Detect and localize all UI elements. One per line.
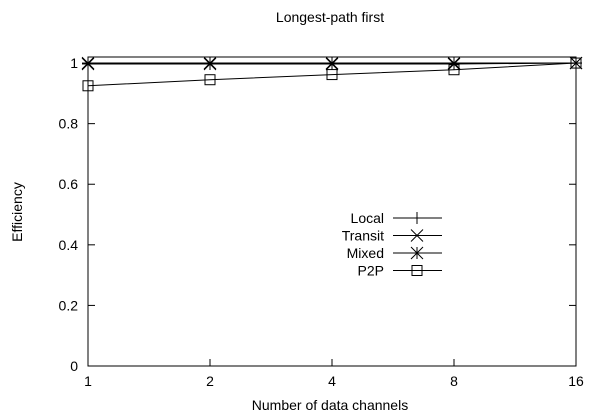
chart-title: Longest-path first (276, 9, 384, 25)
axis-ticks: 1 2 4 8 16 0 0.2 0.4 0.6 0.8 1 (59, 55, 584, 389)
legend-marker-transit (410, 229, 424, 242)
data-point-p2p (570, 57, 582, 69)
legend-label-local: Local (351, 210, 384, 226)
legend-marker-mixed (410, 246, 424, 260)
data-point-mixed (203, 57, 217, 71)
x-tick-label: 1 (84, 373, 92, 389)
y-tick-label: 0 (70, 358, 78, 374)
data-point-p2p (204, 74, 216, 86)
series-line-p2p (87, 62, 577, 87)
data-point-mixed (447, 57, 461, 71)
data-point-mixed (81, 57, 95, 71)
legend-label-p2p: P2P (358, 263, 384, 279)
legend-marker-p2p (411, 265, 423, 276)
y-tick-label: 0.8 (59, 116, 79, 132)
x-tick-label: 16 (568, 373, 584, 389)
y-axis-label: Efficiency (9, 182, 25, 242)
x-axis-label: Number of data channels (252, 397, 408, 413)
legend-label-transit: Transit (342, 228, 384, 244)
legend-marker-local (411, 212, 423, 224)
legend-label-mixed: Mixed (347, 245, 384, 261)
y-tick-label: 0.2 (59, 297, 79, 313)
data-point-mixed (325, 57, 339, 71)
x-tick-label: 2 (206, 373, 214, 389)
data-point-p2p (82, 80, 94, 92)
y-tick-label: 1 (70, 55, 78, 71)
x-tick-label: 8 (450, 373, 458, 389)
y-tick-label: 0.4 (59, 237, 79, 253)
y-tick-label: 0.6 (59, 176, 79, 192)
series-group (81, 56, 583, 92)
x-tick-label: 4 (328, 373, 336, 389)
plot-frame (87, 56, 577, 367)
data-point-p2p (326, 69, 338, 81)
data-point-p2p (448, 64, 460, 76)
